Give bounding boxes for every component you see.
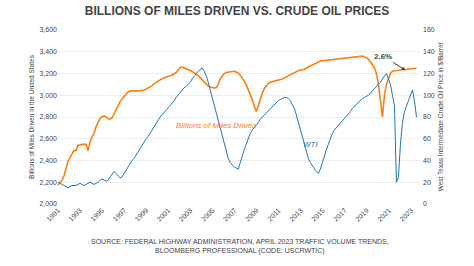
svg-text:West Texas Intermediate Crude: West Texas Intermediate Crude Oil Price …	[437, 42, 444, 191]
svg-text:20: 20	[423, 179, 431, 186]
svg-text:2005: 2005	[200, 207, 216, 223]
svg-text:40: 40	[423, 157, 431, 164]
svg-text:2001: 2001	[156, 207, 172, 223]
svg-text:2003: 2003	[178, 207, 194, 223]
svg-text:100: 100	[423, 92, 435, 99]
svg-text:2011: 2011	[266, 207, 282, 223]
svg-text:3,400: 3,400	[39, 48, 57, 55]
svg-text:3,200: 3,200	[39, 70, 57, 77]
svg-text:2.6%: 2.6%	[374, 52, 392, 61]
svg-text:2023: 2023	[398, 207, 414, 223]
svg-text:1997: 1997	[111, 207, 127, 223]
svg-text:2,400: 2,400	[39, 157, 57, 164]
svg-text:60: 60	[423, 135, 431, 142]
svg-text:Billions of Miles Driven in th: Billions of Miles Driven in the United S…	[28, 54, 35, 179]
svg-text:2017: 2017	[332, 207, 348, 223]
svg-text:2021: 2021	[376, 207, 392, 223]
svg-text:2015: 2015	[310, 207, 326, 223]
svg-text:2013: 2013	[288, 207, 304, 223]
svg-text:2009: 2009	[244, 207, 260, 223]
svg-text:SOURCE: FEDERAL HIGHWAY ADMINI: SOURCE: FEDERAL HIGHWAY ADMINISTRATION, …	[91, 238, 389, 255]
svg-text:2019: 2019	[354, 207, 370, 223]
svg-text:160: 160	[423, 26, 435, 33]
svg-text:120: 120	[423, 70, 435, 77]
svg-text:2,600: 2,600	[39, 135, 57, 142]
svg-text:3,600: 3,600	[39, 26, 57, 33]
svg-text:140: 140	[423, 48, 435, 55]
svg-text:BILLIONS OF MILES DRIVEN VS. C: BILLIONS OF MILES DRIVEN VS. CRUDE OIL P…	[85, 4, 389, 18]
svg-text:1993: 1993	[67, 207, 83, 223]
svg-text:2,000: 2,000	[39, 200, 57, 207]
svg-text:3,000: 3,000	[39, 92, 57, 99]
svg-text:80: 80	[423, 113, 431, 120]
svg-text:Billions of Miles Driven: Billions of Miles Driven	[176, 121, 257, 130]
svg-text:0: 0	[423, 200, 427, 207]
svg-text:WTI: WTI	[303, 140, 318, 149]
svg-text:1999: 1999	[133, 207, 149, 223]
svg-text:1995: 1995	[89, 207, 105, 223]
svg-text:2007: 2007	[222, 207, 238, 223]
svg-text:2,200: 2,200	[39, 179, 57, 186]
svg-text:2,800: 2,800	[39, 113, 57, 120]
svg-text:1991: 1991	[45, 207, 61, 223]
